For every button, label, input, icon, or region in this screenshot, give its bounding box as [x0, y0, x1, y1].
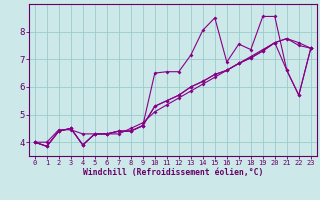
X-axis label: Windchill (Refroidissement éolien,°C): Windchill (Refroidissement éolien,°C): [83, 168, 263, 177]
